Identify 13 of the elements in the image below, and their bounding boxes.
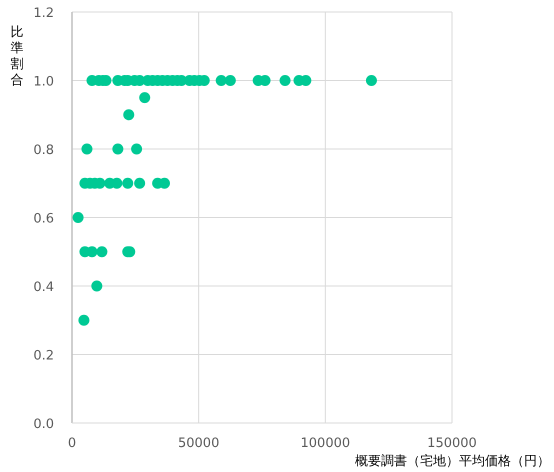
- y-tick-label: 0.4: [33, 280, 54, 295]
- y-tick-label: 0.6: [33, 212, 54, 226]
- x-axis-title: 概要調書（宅地）平均価格（円）: [355, 453, 550, 469]
- x-tick-label: 100000: [300, 436, 350, 451]
- y-tick-label: 0.8: [33, 143, 54, 158]
- x-tick-label: 150000: [427, 436, 477, 451]
- y-tick-label: 0.2: [33, 348, 54, 364]
- x-tick-label: 0: [68, 436, 76, 451]
- y-tick-label: 1.2: [33, 6, 54, 21]
- y-tick-label: 1.0: [33, 74, 54, 90]
- y-axis-title: 比準割合: [10, 25, 24, 88]
- x-tick-label: 50000: [178, 436, 220, 451]
- y-tick-label: 0.0: [33, 417, 54, 432]
